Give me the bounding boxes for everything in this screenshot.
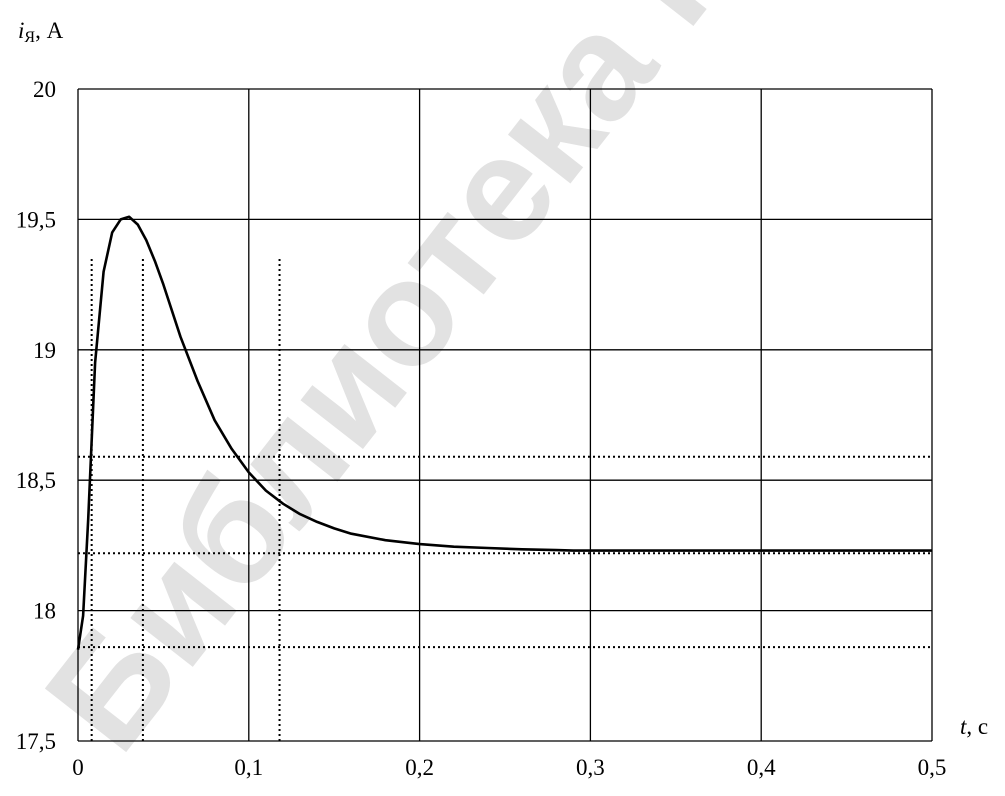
watermark-layer: Библиотека ГГТУ им. П.О. Сухого <box>13 0 1005 780</box>
tick-labels: 0 0,1 0,2 0,3 0,4 0,5 17,5 18 18,5 19 19,5 20 <box>16 77 947 780</box>
x-axis-unit: , с <box>966 714 988 739</box>
x-tick-label-5: 0,5 <box>918 755 947 780</box>
y-axis-label: iЯ, А <box>18 18 64 46</box>
watermark: Библиотека ГГТУ им. П.О. Сухого <box>13 0 1005 780</box>
x-tick-label-4: 0,4 <box>747 755 776 780</box>
y-axis-unit: , А <box>35 18 64 43</box>
y-tick-label-3: 19 <box>33 338 56 363</box>
x-axis-label: t, с <box>960 714 988 739</box>
series-layer <box>76 215 932 650</box>
axis-labels: iЯ, А t, с <box>18 18 988 739</box>
x-axis-symbol: t <box>960 714 967 739</box>
x-tick-label-0: 0 <box>72 755 84 780</box>
y-axis-symbol: i <box>18 18 24 43</box>
y-tick-label-5: 20 <box>33 77 56 102</box>
y-tick-label-4: 19,5 <box>16 207 56 232</box>
x-tick-label-3: 0,3 <box>576 755 605 780</box>
y-tick-label-2: 18,5 <box>16 468 56 493</box>
y-tick-label-1: 18 <box>33 599 56 624</box>
y-tick-label-0: 17,5 <box>16 729 56 754</box>
grid <box>77 88 933 742</box>
x-tick-label-1: 0,1 <box>234 755 263 780</box>
series-line-0 <box>76 215 932 650</box>
y-axis-subscript: Я <box>24 29 35 46</box>
x-tick-label-2: 0,2 <box>405 755 434 780</box>
